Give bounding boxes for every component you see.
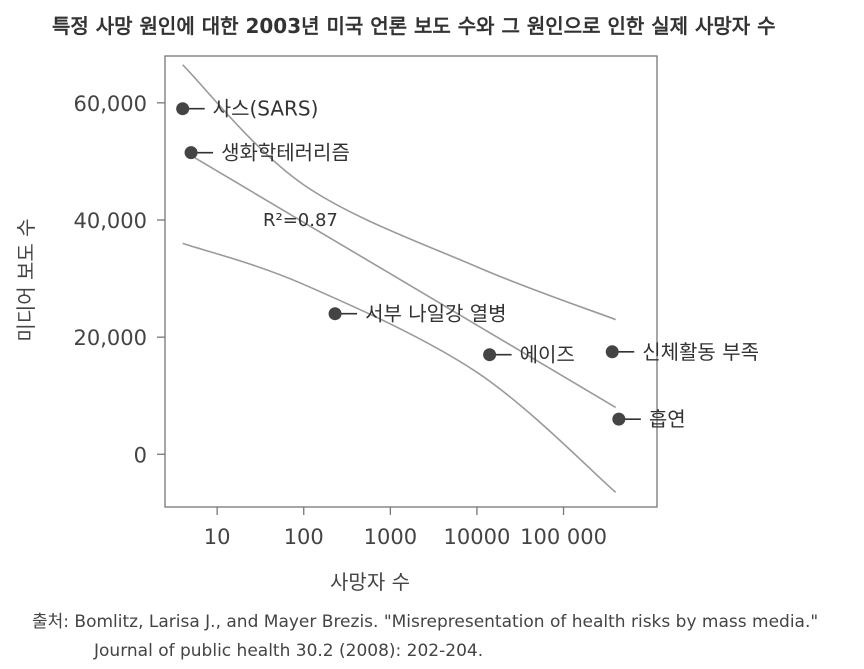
point-label: 생화학테러리즘 — [221, 141, 350, 165]
x-tick-label: 10000 — [444, 525, 511, 549]
y-tick-label: 40,000 — [74, 209, 147, 233]
fit-line — [190, 154, 617, 409]
data-point — [328, 307, 342, 321]
r-squared-label: R²=0.87 — [263, 210, 338, 231]
x-tick-label: 1000 — [364, 525, 417, 549]
data-point — [176, 102, 190, 116]
point-label: 에이즈 — [520, 343, 575, 367]
x-tick-label: 100 — [284, 525, 324, 549]
data-point — [605, 345, 619, 359]
y-tick-label: 20,000 — [74, 326, 147, 350]
data-point — [184, 146, 198, 160]
data-point — [483, 348, 497, 362]
point-label: 흡연 — [649, 407, 686, 431]
point-label: 서부 나일강 열병 — [365, 302, 507, 326]
source-prefix: 출처: — [32, 612, 70, 632]
x-axis-label: 사망자 수 — [330, 570, 410, 594]
confidence-curves — [182, 64, 617, 493]
y-tick-label: 0 — [134, 443, 147, 467]
chart: 특정 사망 원인에 대한 2003년 미국 언론 보도 수와 그 원인으로 인한… — [14, 14, 776, 594]
y-axis-label: 미디어 보도 수 — [14, 218, 38, 341]
y-tick-label: 60,000 — [74, 92, 147, 116]
x-tick-label: 100 000 — [520, 525, 607, 549]
x-axis-ticks: 10 100 1000 10000 100 000 — [204, 507, 607, 549]
chart-title: 특정 사망 원인에 대한 2003년 미국 언론 보도 수와 그 원인으로 인한… — [52, 14, 776, 38]
lower-confidence-curve — [182, 242, 617, 493]
source-line-2: Journal of public health 30.2 (2008): 20… — [94, 641, 484, 661]
point-label: 사스(SARS) — [213, 97, 319, 121]
source-citation: 출처: Bomlitz, Larisa J., and Mayer Brezis… — [32, 608, 818, 666]
upper-confidence-curve — [182, 64, 616, 321]
source-line-1: Bomlitz, Larisa J., and Mayer Brezis. "M… — [74, 612, 819, 632]
plot-frame — [164, 55, 658, 508]
data-point — [612, 412, 626, 426]
x-tick-label: 10 — [204, 525, 231, 549]
y-axis-ticks: 0 20,000 40,000 60,000 — [74, 92, 165, 467]
point-label: 신체활동 부족 — [642, 340, 759, 364]
